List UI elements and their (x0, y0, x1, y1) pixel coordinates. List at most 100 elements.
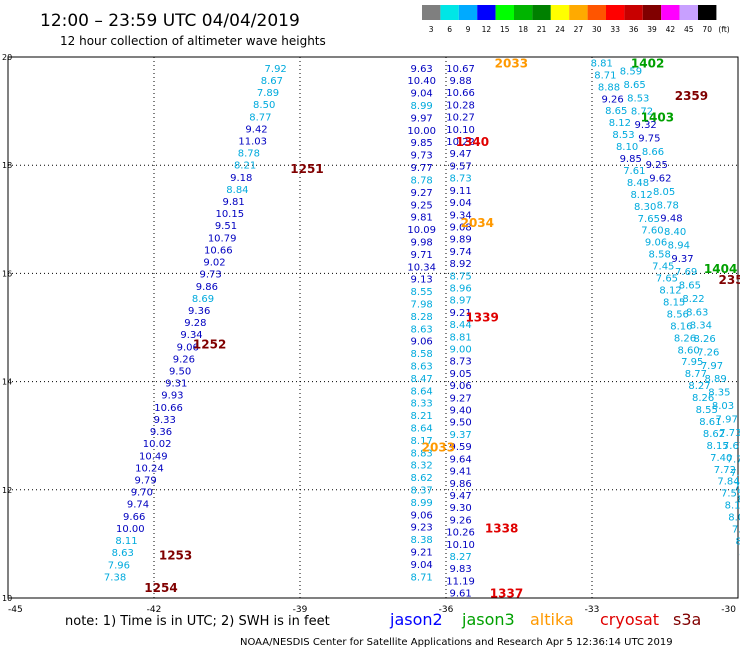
pass-time-label: 1253 (159, 549, 192, 563)
swh-value: 8.03 (712, 401, 734, 412)
swh-value: 9.26 (449, 515, 471, 526)
x-tick-label: -39 (293, 605, 308, 615)
swh-value: 8.65 (679, 281, 701, 292)
swh-value: 8.55 (696, 405, 718, 416)
swh-value: 8.99 (411, 101, 433, 112)
swh-value: 8.63 (686, 307, 708, 318)
swh-value: 9.21 (449, 308, 471, 319)
colorbar-label: 24 (555, 25, 565, 34)
swh-value: 9.83 (449, 564, 471, 575)
swh-value: 9.13 (411, 275, 433, 286)
legend-entry-cryosat: cryosat (600, 610, 659, 629)
swh-value: 9.47 (449, 149, 471, 160)
swh-value: 9.51 (215, 221, 237, 232)
swh-value: 8.55 (411, 287, 433, 298)
swh-value: 7.77 (727, 455, 740, 466)
colorbar-swatch (532, 5, 551, 20)
swh-value: 9.06 (449, 381, 471, 392)
swh-value: 8.35 (708, 388, 730, 399)
colorbar-swatch (495, 5, 514, 20)
pass-time-label: 1404 (704, 262, 737, 276)
swh-value: 9.30 (449, 503, 471, 514)
swh-value: 10.00 (116, 524, 145, 535)
swh-value: 9.04 (411, 89, 433, 100)
swh-value: 9.86 (196, 282, 218, 293)
colorbar-swatch (679, 5, 698, 20)
swh-value: 7.26 (697, 347, 719, 358)
axis-labels: -45 -42 -39 -36 -33 -30 10 12 14 16 18 20 (2, 53, 736, 615)
x-tick-label: -36 (439, 605, 454, 615)
swh-value: 9.37 (449, 430, 471, 441)
swh-value: 8.22 (682, 294, 704, 305)
x-tick-label: -42 (147, 605, 162, 615)
swh-value: 7.60 (641, 226, 663, 237)
swh-value: 7.72 (714, 465, 736, 476)
swh-value: 9.06 (645, 238, 667, 249)
swh-value: 8.26 (674, 333, 696, 344)
y-tick-label: 10 (2, 594, 12, 603)
swh-value: 9.86 (449, 479, 471, 490)
swh-value: 8.17 (411, 436, 433, 447)
swh-value: 9.81 (411, 213, 433, 224)
colorbar-label: 27 (574, 25, 584, 34)
legend-entry-altika: altika (530, 610, 574, 629)
pass-time-label: 1252 (193, 338, 226, 352)
swh-value: 8.72 (631, 107, 653, 118)
swh-value: 9.06 (411, 510, 433, 521)
swh-value: 8.81 (591, 58, 613, 69)
swh-value: 8.27 (449, 552, 471, 563)
swh-value: 8.61 (699, 417, 721, 428)
swh-value: 8.15 (663, 297, 685, 308)
swh-value: 7.97 (716, 414, 738, 425)
swh-value: 10.27 (446, 113, 475, 124)
swh-value: 8.56 (667, 309, 689, 320)
colorbar-legend: 3 6 9 12 15 18 21 24 27 30 33 36 39 42 45 70 (ft) (422, 5, 730, 34)
swh-value: 9.36 (188, 306, 210, 317)
swh-value: 9.70 (131, 488, 153, 499)
swh-value: 9.85 (620, 154, 642, 165)
swh-value: 7.89 (257, 88, 279, 99)
swh-value: 9.50 (449, 418, 471, 429)
swh-value: 9.47 (449, 491, 471, 502)
legend-entry-jason3: jason3 (461, 610, 515, 629)
swh-value: 7.40 (710, 453, 732, 464)
swh-value: 9.08 (449, 222, 471, 233)
swh-value: 10.66 (154, 403, 183, 414)
swh-value: 10.66 (204, 245, 233, 256)
swh-value: 8.48 (627, 178, 649, 189)
swh-value: 9.27 (411, 188, 433, 199)
swh-value: 8.11 (725, 501, 740, 512)
swh-value: 8.05 (728, 513, 740, 524)
swh-value: 9.34 (449, 210, 471, 221)
swh-value: 8.71 (594, 70, 616, 81)
swh-value: 8.10 (616, 142, 638, 153)
swh-value: 9.62 (649, 174, 671, 185)
y-tick-label: 16 (2, 269, 12, 278)
swh-value: 10.10 (446, 125, 475, 136)
swh-value: 8.94 (668, 240, 690, 251)
colorbar-swatch (661, 5, 680, 20)
swh-value: 7.65 (656, 274, 678, 285)
swh-value: 8.65 (605, 106, 627, 117)
swh-value: 8.52 (735, 537, 740, 548)
swh-value: 9.61 (449, 589, 471, 600)
swh-value: 7.38 (104, 572, 126, 583)
swh-value: 9.98 (411, 237, 433, 248)
swh-value: 10.79 (208, 233, 237, 244)
swh-value: 9.88 (449, 76, 471, 87)
swh-value: 8.62 (703, 429, 725, 440)
swh-value: 10.40 (407, 76, 436, 87)
swh-value: 9.64 (449, 454, 471, 465)
swh-value: 8.66 (642, 147, 664, 158)
swh-value: 8.69 (192, 294, 214, 305)
swh-value: 8.67 (261, 76, 283, 87)
swh-value: 9.63 (411, 64, 433, 75)
swh-value: 8.11 (115, 536, 137, 547)
swh-value: 9.41 (449, 467, 471, 478)
swh-value: 9.40 (449, 406, 471, 417)
swh-value: 10.00 (407, 126, 436, 137)
swh-value: 8.12 (659, 286, 681, 297)
swh-value: 8.97 (449, 296, 471, 307)
swh-value: 8.62 (411, 473, 433, 484)
